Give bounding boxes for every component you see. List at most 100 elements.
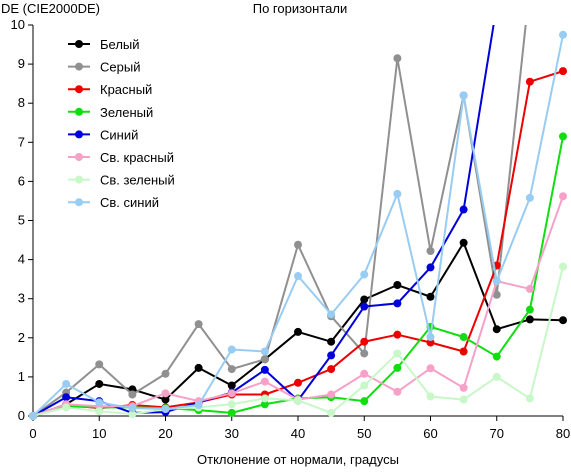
data-point — [492, 325, 501, 334]
data-point — [194, 363, 203, 372]
data-point — [459, 205, 468, 214]
data-point — [327, 390, 336, 399]
data-point — [426, 392, 435, 401]
data-point — [393, 363, 402, 372]
y-tick-label: 1 — [18, 369, 25, 384]
data-point — [559, 192, 567, 201]
y-tick-label: 4 — [18, 252, 25, 267]
x-axis-label: Отклонение от нормали, градусы — [197, 452, 399, 467]
legend-marker — [75, 40, 83, 48]
data-point — [161, 404, 170, 413]
data-point — [327, 365, 336, 374]
legend-item: Св. зеленый — [68, 173, 175, 188]
data-point — [128, 390, 137, 399]
legend-label: Белый — [100, 37, 140, 52]
legend-marker — [75, 62, 83, 71]
data-point — [393, 330, 402, 339]
y-tick-label: 7 — [18, 134, 25, 149]
data-point — [360, 302, 369, 311]
data-point — [459, 347, 468, 356]
data-point — [459, 91, 468, 100]
series-line — [32, 25, 527, 417]
data-point — [426, 246, 435, 255]
chart-title: По горизонтали — [253, 1, 347, 16]
data-point — [260, 377, 269, 386]
legend-item: Белый — [68, 37, 140, 52]
data-point — [525, 77, 534, 86]
x-tick-label: 60 — [423, 426, 437, 441]
data-point — [426, 364, 435, 373]
data-point — [194, 401, 203, 410]
series-1 — [29, 238, 567, 420]
data-point — [227, 400, 236, 409]
legend-label: Красный — [100, 82, 152, 97]
y-tick-label: 2 — [18, 330, 25, 345]
data-point — [492, 277, 501, 286]
legend-item: Зеленый — [68, 105, 153, 120]
data-point — [459, 333, 468, 342]
data-point — [393, 189, 402, 198]
data-point — [525, 193, 534, 202]
x-tick-label: 10 — [92, 426, 106, 441]
legend-marker — [75, 85, 83, 94]
y-tick-label: 8 — [18, 95, 25, 110]
data-point — [559, 132, 567, 141]
data-point — [161, 389, 170, 398]
data-point — [393, 281, 402, 290]
legend-item: Серый — [68, 60, 140, 75]
x-tick-label: 20 — [158, 426, 172, 441]
data-point — [29, 412, 37, 420]
data-point — [426, 263, 435, 272]
data-point — [294, 396, 302, 405]
data-point — [128, 410, 137, 419]
data-point — [360, 349, 369, 358]
legend-marker — [75, 198, 83, 207]
legend-label: Серый — [100, 60, 140, 75]
data-point — [525, 394, 534, 403]
legend-label: Св. красный — [100, 150, 174, 165]
data-point — [360, 337, 369, 346]
data-point — [95, 360, 104, 369]
data-point — [62, 379, 71, 388]
data-point — [459, 238, 468, 247]
x-tick-label: 50 — [357, 426, 371, 441]
legend-label: Зеленый — [100, 105, 153, 120]
legend-item: Св. красный — [68, 150, 174, 165]
data-point — [327, 351, 336, 360]
y-tick-label: 6 — [18, 173, 25, 188]
data-point — [161, 395, 170, 404]
legend-label: Синий — [100, 127, 138, 142]
data-point — [492, 372, 501, 381]
data-point — [227, 365, 236, 374]
series-8 — [29, 30, 567, 420]
x-tick-label: 80 — [556, 426, 570, 441]
legend-label: Св. зеленый — [100, 173, 175, 188]
data-point — [260, 394, 269, 403]
data-point — [128, 404, 137, 413]
legend-label: Св. синий — [100, 195, 159, 210]
data-point — [360, 295, 369, 304]
data-point — [327, 310, 336, 319]
data-point — [62, 393, 71, 402]
legend-item: Красный — [68, 82, 152, 97]
data-point — [393, 387, 402, 396]
data-point — [260, 355, 269, 364]
data-point — [95, 398, 104, 407]
data-point — [360, 397, 369, 406]
data-point — [227, 381, 236, 390]
data-point — [327, 337, 336, 346]
data-point — [459, 395, 468, 404]
x-tick-label: 0 — [29, 426, 36, 441]
data-point — [161, 369, 170, 378]
legend-marker — [75, 175, 83, 184]
data-point — [360, 369, 369, 378]
data-point — [260, 365, 269, 374]
data-point — [492, 352, 501, 361]
legend-item: Синий — [68, 127, 138, 142]
data-point — [294, 272, 302, 281]
data-point — [260, 400, 269, 409]
series-7 — [29, 262, 567, 420]
data-point — [525, 305, 534, 314]
data-point — [294, 240, 302, 249]
